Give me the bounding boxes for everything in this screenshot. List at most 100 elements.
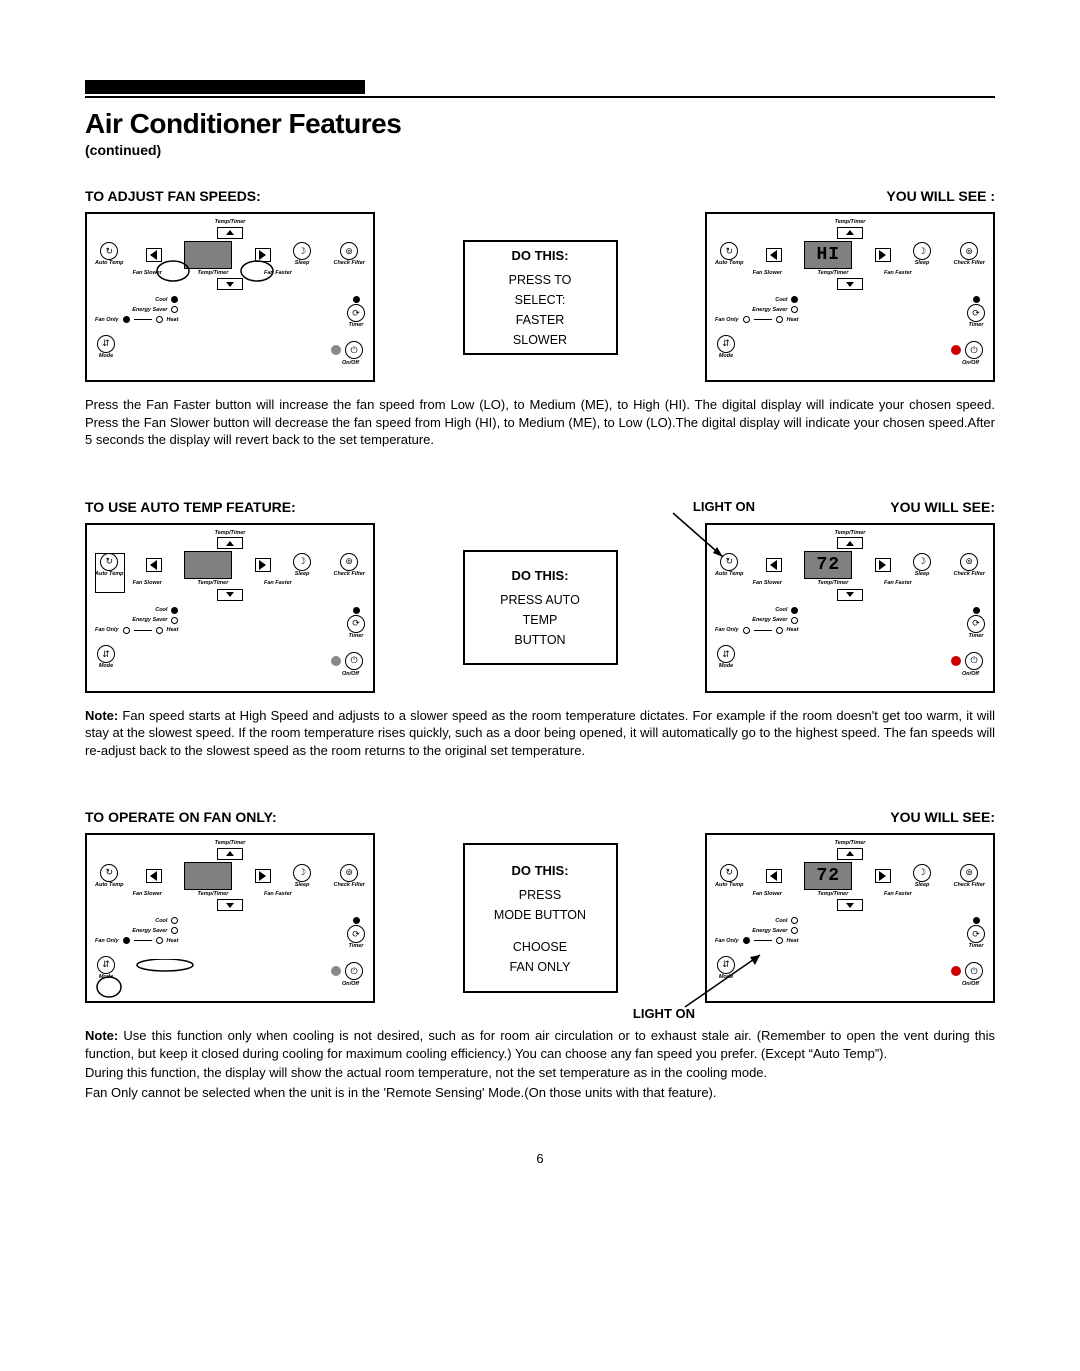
lbl-mode-l3: Mode — [99, 975, 113, 981]
led-cool-l2 — [171, 607, 178, 614]
lbl-mode-r2: Mode — [719, 664, 733, 670]
lbl-es-r2: Energy Saver — [752, 617, 787, 623]
lbl-fs-l2: Fan Slower — [133, 581, 162, 587]
lbl-fo-r3: Fan Only — [715, 938, 739, 944]
btn-at-l3: ↻ — [100, 864, 118, 882]
btn-timer-r2: ⟳ — [967, 615, 985, 633]
btn-sleep-r3: ☽ — [913, 864, 931, 882]
btn-fan-slower — [146, 248, 162, 262]
section2-note: Note: — [85, 708, 118, 723]
led-onoff-r3 — [951, 966, 961, 976]
lbl-fs-r3: Fan Slower — [753, 892, 782, 898]
do-title-3: DO THIS: — [511, 863, 568, 878]
section2-left-title: TO USE AUTO TEMP FEATURE: — [85, 499, 296, 515]
led-timer-r1 — [973, 296, 980, 303]
btn-onoff-r2: ⏻ — [965, 652, 983, 670]
lbl-es: Energy Saver — [132, 307, 167, 313]
lbl-onoff-l2: On/Off — [342, 671, 359, 677]
lbl-cool-l2: Cool — [155, 607, 167, 613]
lbl-heat-r2: Heat — [787, 627, 799, 633]
lbl-es-l2: Energy Saver — [132, 617, 167, 623]
lbl-tt2-r2: Temp/Timer — [818, 581, 849, 587]
lbl-ff-l2: Fan Faster — [264, 581, 292, 587]
btn-mode-r2: ⇵ — [717, 645, 735, 663]
lbl-cool: Cool — [155, 297, 167, 303]
lbl-onoff: On/Off — [342, 360, 359, 366]
led-timer-r2 — [973, 607, 980, 614]
lbl-es-r1: Energy Saver — [752, 307, 787, 313]
lbl-heat-l2: Heat — [167, 627, 179, 633]
lbl-onoff-r2: On/Off — [962, 671, 979, 677]
lbl-tt2-r3: Temp/Timer — [818, 892, 849, 898]
led-es-l2 — [171, 617, 178, 624]
section3-light-on: LIGHT ON — [633, 1006, 695, 1021]
btn-autotemp: ↻ — [100, 242, 118, 260]
lbl-fo-r1: Fan Only — [715, 317, 739, 323]
btn-dn-r1 — [837, 278, 863, 290]
do-box-1: DO THIS: PRESS TO SELECT: FASTER SLOWER — [463, 240, 618, 355]
btn-at-r1: ↻ — [720, 242, 738, 260]
btn-cf-l3: ⊚ — [340, 864, 358, 882]
btn-onoff-r3: ⏻ — [965, 962, 983, 980]
lbl-heat: Heat — [167, 317, 179, 323]
lbl-at-l2: Auto Temp — [95, 572, 124, 578]
btn-onoff-l3: ⏻ — [345, 962, 363, 980]
lbl-tt-l3: Temp/Timer — [215, 841, 246, 847]
lbl-sleep-l3: Sleep — [295, 883, 310, 889]
led-es-r2 — [791, 617, 798, 624]
header-thick-rule — [85, 80, 365, 94]
btn-fa-r2 — [875, 558, 891, 572]
do-line-2-1: TEMP — [523, 613, 558, 627]
btn-cf-l2: ⊚ — [340, 553, 358, 571]
btn-mode: ⇵ — [97, 335, 115, 353]
btn-fan-faster — [255, 248, 271, 262]
btn-cf-r3: ⊚ — [960, 864, 978, 882]
btn-sl-l3 — [146, 869, 162, 883]
lbl-sleep-r2: Sleep — [915, 572, 930, 578]
lbl-timer-r3: Timer — [969, 944, 984, 950]
lbl-heat-r1: Heat — [787, 317, 799, 323]
lbl-fo-r2: Fan Only — [715, 627, 739, 633]
btn-timer-l3: ⟳ — [347, 925, 365, 943]
btn-fa-l3 — [255, 869, 271, 883]
lbl-tt2-l3: Temp/Timer — [198, 892, 229, 898]
led-heat-l3 — [156, 937, 163, 944]
lbl-onoff-r3: On/Off — [962, 981, 979, 987]
btn-fa-r1 — [875, 248, 891, 262]
btn-up-r1 — [837, 227, 863, 239]
do-title-1: DO THIS: — [511, 248, 568, 263]
btn-dn-l2 — [217, 589, 243, 601]
btn-fa-l2 — [255, 558, 271, 572]
lbl-cf-r2: Check Filter — [953, 572, 984, 578]
lbl-fanfaster: Fan Faster — [264, 271, 292, 277]
do-line-2-2: BUTTON — [514, 633, 565, 647]
lbl-at-l3: Auto Temp — [95, 883, 124, 889]
lbl-sleep-l2: Sleep — [295, 572, 310, 578]
display-left-3 — [184, 862, 232, 890]
display-left-2 — [184, 551, 232, 579]
lbl-fo: Fan Only — [95, 317, 119, 323]
btn-sleep: ☽ — [293, 242, 311, 260]
panel-left-3: Temp/Timer ↻Auto Temp ☽Sleep ⊚Check Filt… — [85, 833, 375, 1003]
do-line-3-3: CHOOSE — [513, 940, 567, 954]
lbl-tt-l2: Temp/Timer — [215, 531, 246, 537]
lbl-timer-r1: Timer — [969, 323, 984, 329]
section3-body2: During this function, the display will s… — [85, 1064, 995, 1082]
led-cool-r1 — [791, 296, 798, 303]
section1-left-title: TO ADJUST FAN SPEEDS: — [85, 188, 261, 204]
btn-temp-dn — [217, 278, 243, 290]
continued-label: (continued) — [85, 142, 995, 158]
section3-body-text: Use this function only when cooling is n… — [85, 1028, 995, 1061]
btn-onoff-l2: ⏻ — [345, 652, 363, 670]
btn-sleep-l3: ☽ — [293, 864, 311, 882]
lbl-cool-l3: Cool — [155, 918, 167, 924]
lbl-es-r3: Energy Saver — [752, 928, 787, 934]
btn-mode-r3: ⇵ — [717, 956, 735, 974]
btn-up-l2 — [217, 537, 243, 549]
section3-note: Note: — [85, 1028, 118, 1043]
led-heat-l2 — [156, 627, 163, 634]
btn-up-r3 — [837, 848, 863, 860]
btn-at-l2: ↻ — [100, 553, 118, 571]
do-line-1-0: PRESS TO — [509, 273, 572, 287]
lbl-sleep-r3: Sleep — [915, 883, 930, 889]
